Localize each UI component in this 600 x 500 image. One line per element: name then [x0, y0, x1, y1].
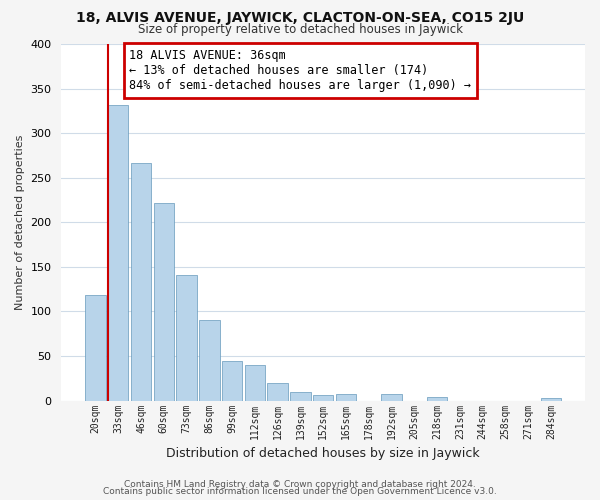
Bar	[222, 362, 242, 401]
Bar	[313, 396, 334, 400]
Bar	[541, 398, 561, 400]
Bar	[336, 394, 356, 400]
Bar	[85, 296, 106, 401]
Bar	[108, 104, 128, 401]
Y-axis label: Number of detached properties: Number of detached properties	[15, 134, 25, 310]
Bar	[154, 202, 174, 400]
Bar	[427, 397, 448, 400]
X-axis label: Distribution of detached houses by size in Jaywick: Distribution of detached houses by size …	[166, 447, 480, 460]
Text: Size of property relative to detached houses in Jaywick: Size of property relative to detached ho…	[137, 22, 463, 36]
Bar	[199, 320, 220, 400]
Bar	[381, 394, 402, 400]
Text: Contains HM Land Registry data © Crown copyright and database right 2024.: Contains HM Land Registry data © Crown c…	[124, 480, 476, 489]
Text: 18, ALVIS AVENUE, JAYWICK, CLACTON-ON-SEA, CO15 2JU: 18, ALVIS AVENUE, JAYWICK, CLACTON-ON-SE…	[76, 11, 524, 25]
Bar	[268, 383, 288, 400]
Bar	[131, 164, 151, 400]
Bar	[245, 365, 265, 400]
Text: 18 ALVIS AVENUE: 36sqm
← 13% of detached houses are smaller (174)
84% of semi-de: 18 ALVIS AVENUE: 36sqm ← 13% of detached…	[130, 50, 472, 92]
Bar	[176, 275, 197, 400]
Bar	[290, 392, 311, 400]
Text: Contains public sector information licensed under the Open Government Licence v3: Contains public sector information licen…	[103, 487, 497, 496]
